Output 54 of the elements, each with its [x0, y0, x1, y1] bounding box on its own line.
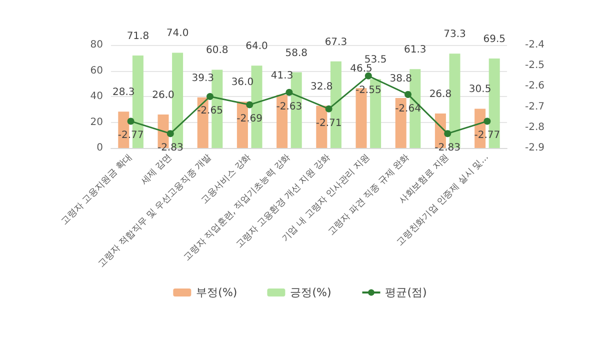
data-label: 38.8: [390, 74, 412, 85]
point: [404, 90, 412, 98]
data-label: 39.3: [192, 72, 214, 84]
data-label: -2.77: [118, 130, 144, 142]
point: [127, 118, 134, 125]
data-label: 74.0: [166, 28, 189, 40]
data-label: -2.83: [434, 142, 461, 154]
point: [246, 101, 254, 108]
point: [484, 118, 491, 125]
data-label: 36.0: [231, 77, 254, 88]
y2-tick-label: -2.7: [525, 101, 545, 112]
point: [444, 130, 452, 138]
y2-tick-label: -2.5: [525, 60, 545, 72]
data-label: -2.65: [197, 106, 223, 116]
data-label: -2.64: [395, 103, 421, 114]
y-tick-label: 20: [90, 116, 103, 128]
data-label: 58.8: [285, 48, 308, 59]
data-label: 67.3: [324, 36, 348, 48]
point: [206, 93, 214, 100]
data-label: 71.8: [126, 31, 150, 42]
y-tick-label: 60: [90, 65, 103, 76]
point: [286, 88, 293, 96]
data-label: 46.5: [350, 64, 372, 75]
data-label: 61.3: [404, 44, 426, 56]
data-label: 30.5: [468, 84, 492, 96]
point: [364, 72, 372, 80]
data-label: 26.8: [429, 88, 452, 100]
legend-label: 평균(점): [385, 286, 427, 299]
data-label: -2.55: [355, 84, 382, 96]
data-label: -2.63: [276, 101, 302, 112]
y2-tick-label: -2.6: [525, 80, 545, 92]
data-label: 41.3: [270, 70, 294, 82]
data-label: 64.0: [246, 41, 268, 52]
legend-label: 부정(%): [196, 286, 238, 299]
y-tick-label: 40: [90, 91, 103, 102]
y2-tick-label: -2.9: [525, 142, 545, 154]
y2-tick-label: -2.8: [525, 122, 545, 133]
data-label: -2.83: [157, 142, 184, 154]
data-label: 69.5: [483, 34, 506, 46]
data-label: 73.3: [444, 29, 466, 40]
x-tick-label: 세제 감면: [139, 152, 174, 188]
y-tick-label: 0: [96, 142, 103, 154]
point: [166, 130, 174, 138]
y2-tick-label: -2.4: [525, 40, 545, 50]
data-label: 28.3: [112, 87, 135, 98]
point: [325, 105, 332, 112]
legend-label: 긍정(%): [290, 286, 332, 299]
data-label: -2.69: [236, 114, 263, 125]
y-tick-label: 80: [90, 40, 103, 50]
data-label: 26.0: [152, 90, 174, 102]
data-label: -2.77: [474, 130, 500, 142]
data-label: 60.8: [206, 45, 228, 56]
data-label: 32.8: [310, 81, 333, 92]
data-label: -2.71: [316, 118, 342, 129]
